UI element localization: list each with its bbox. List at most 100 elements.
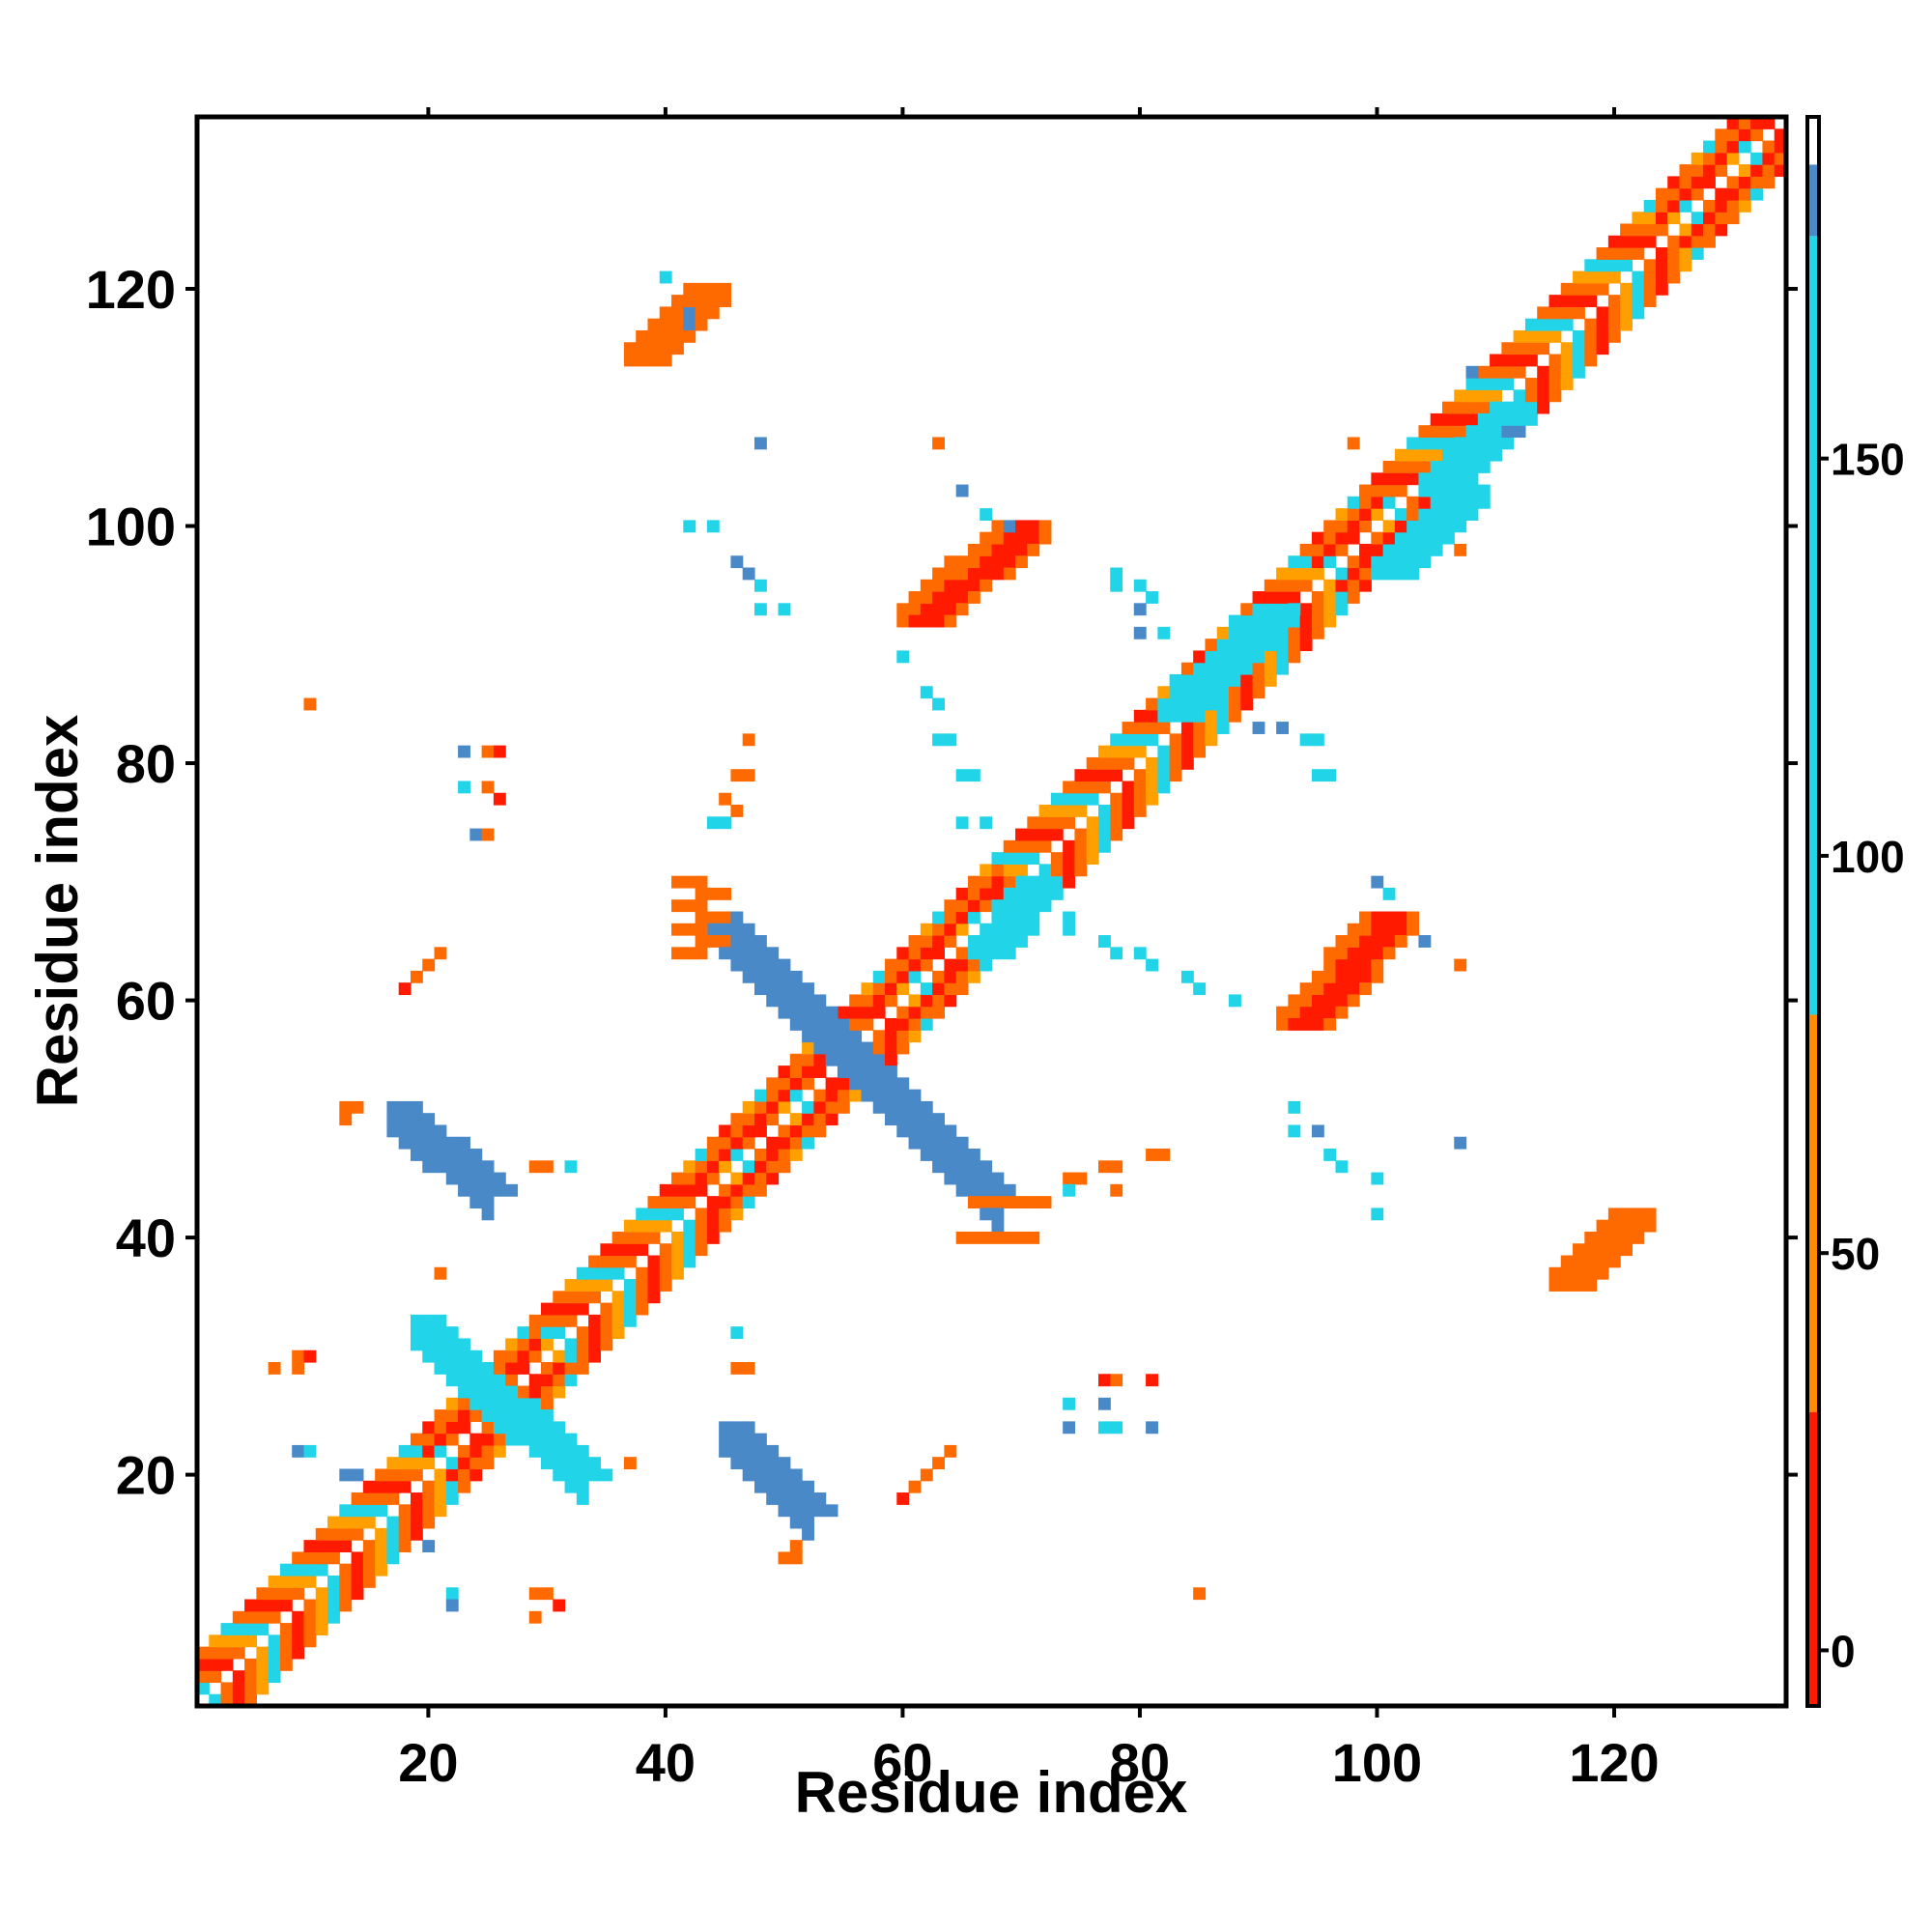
heatmap-cell: [445, 1374, 459, 1387]
heatmap-cell: [1573, 295, 1585, 308]
heatmap-cell: [398, 1457, 412, 1470]
heatmap-cell: [980, 875, 993, 889]
heatmap-cell: [861, 982, 874, 996]
heatmap-cell: [445, 1361, 459, 1375]
heatmap-cell: [244, 1599, 257, 1612]
heatmap-cell: [861, 1089, 874, 1102]
heatmap-cell: [1323, 579, 1337, 592]
heatmap-cell: [1216, 722, 1230, 734]
heatmap-cells: [197, 117, 1787, 1707]
heatmap-cell: [1323, 947, 1337, 960]
heatmap-cell: [1240, 686, 1254, 699]
heatmap-cell: [932, 923, 945, 936]
heatmap-cell: [802, 1006, 814, 1019]
heatmap-cell: [434, 1361, 447, 1375]
heatmap-cell: [1441, 508, 1455, 521]
heatmap-cell: [1359, 484, 1372, 497]
heatmap-cell: [469, 1350, 483, 1363]
heatmap-cell: [932, 614, 945, 628]
heatmap-cell: [351, 1563, 364, 1577]
heatmap-cell: [1726, 187, 1740, 201]
heatmap-cell: [683, 1219, 696, 1233]
heatmap-cell: [362, 1575, 376, 1588]
heatmap-cell: [1180, 673, 1194, 687]
colorbar-band: [1807, 236, 1819, 1015]
heatmap-cell: [517, 1421, 530, 1435]
heatmap-cell: [528, 1409, 542, 1422]
heatmap-cell: [1097, 839, 1111, 853]
heatmap-cell: [778, 958, 791, 972]
heatmap-cell: [980, 1196, 993, 1209]
heatmap-cell: [303, 1540, 317, 1553]
heatmap-cell: [1347, 958, 1360, 972]
heatmap-cell: [647, 1291, 661, 1304]
heatmap-cell: [1050, 805, 1064, 817]
heatmap-cell: [753, 1444, 767, 1458]
heatmap-cell: [1133, 805, 1147, 817]
heatmap-cell: [1607, 235, 1621, 248]
heatmap-cell: [600, 1468, 613, 1482]
heatmap-cell: [730, 1433, 744, 1446]
heatmap-cell: [1430, 472, 1443, 486]
heatmap-cell: [1738, 128, 1751, 142]
heatmap-cell: [469, 1374, 483, 1387]
heatmap-cell: [1394, 567, 1407, 581]
heatmap-cell: [327, 1540, 340, 1553]
heatmap-cell: [908, 1089, 922, 1102]
heatmap-cell: [256, 1587, 270, 1601]
heatmap-cell: [1596, 329, 1609, 343]
heatmap-cell: [1193, 673, 1207, 687]
heatmap-cell: [813, 1124, 827, 1138]
heatmap-cell: [742, 567, 755, 581]
heatmap-cell: [778, 1504, 791, 1518]
heatmap-cell: [458, 1374, 470, 1387]
heatmap-cell: [742, 1113, 755, 1126]
heatmap-cell: [1465, 484, 1479, 497]
heatmap-cell: [303, 1350, 317, 1363]
heatmap-cell: [1216, 673, 1230, 687]
heatmap-cell: [1560, 342, 1574, 355]
heatmap-cell: [1240, 626, 1254, 639]
heatmap-cell: [1620, 282, 1634, 296]
y-tick-label: 120: [86, 259, 176, 320]
heatmap-cell: [458, 1338, 470, 1351]
heatmap-cell: [742, 1444, 755, 1458]
heatmap-cell: [422, 1350, 436, 1363]
heatmap-cell: [1264, 662, 1277, 675]
heatmap-cell: [232, 1634, 245, 1648]
heatmap-cell: [896, 970, 910, 983]
heatmap-cell: [1193, 1587, 1207, 1601]
heatmap-cell: [1110, 733, 1123, 747]
heatmap-cell: [766, 1160, 780, 1174]
heatmap-cell: [1097, 805, 1111, 817]
heatmap-cell: [1774, 164, 1787, 177]
heatmap-cell: [778, 1480, 791, 1493]
heatmap-cell: [1560, 1266, 1574, 1280]
heatmap-cell: [279, 1599, 293, 1612]
heatmap-cell: [445, 1350, 459, 1363]
heatmap-cell: [1110, 1160, 1123, 1174]
heatmap-cell: [1359, 970, 1372, 983]
heatmap-cell: [588, 1291, 601, 1304]
heatmap-cell: [683, 875, 696, 889]
heatmap-cell: [1620, 1208, 1634, 1221]
heatmap-cell: [908, 1480, 922, 1493]
heatmap-cell: [1465, 389, 1479, 403]
heatmap-cell: [695, 1231, 708, 1244]
heatmap-cell: [1299, 543, 1313, 556]
heatmap-cell: [362, 1480, 376, 1493]
heatmap-cell: [339, 1575, 353, 1588]
heatmap-cell: [719, 1160, 732, 1174]
heatmap-cell: [789, 1006, 803, 1019]
heatmap-cell: [1299, 579, 1313, 592]
heatmap-cell: [1003, 555, 1016, 569]
heatmap-cell: [861, 994, 874, 1008]
heatmap-cell: [1229, 709, 1241, 723]
heatmap-cell: [434, 1444, 447, 1458]
heatmap-cell: [1501, 365, 1515, 379]
heatmap-cell: [1359, 935, 1372, 948]
heatmap-cell: [434, 1421, 447, 1435]
heatmap-cell: [967, 769, 980, 782]
colorbar-tick-label: 0: [1831, 1626, 1856, 1676]
heatmap-cell: [683, 295, 696, 308]
